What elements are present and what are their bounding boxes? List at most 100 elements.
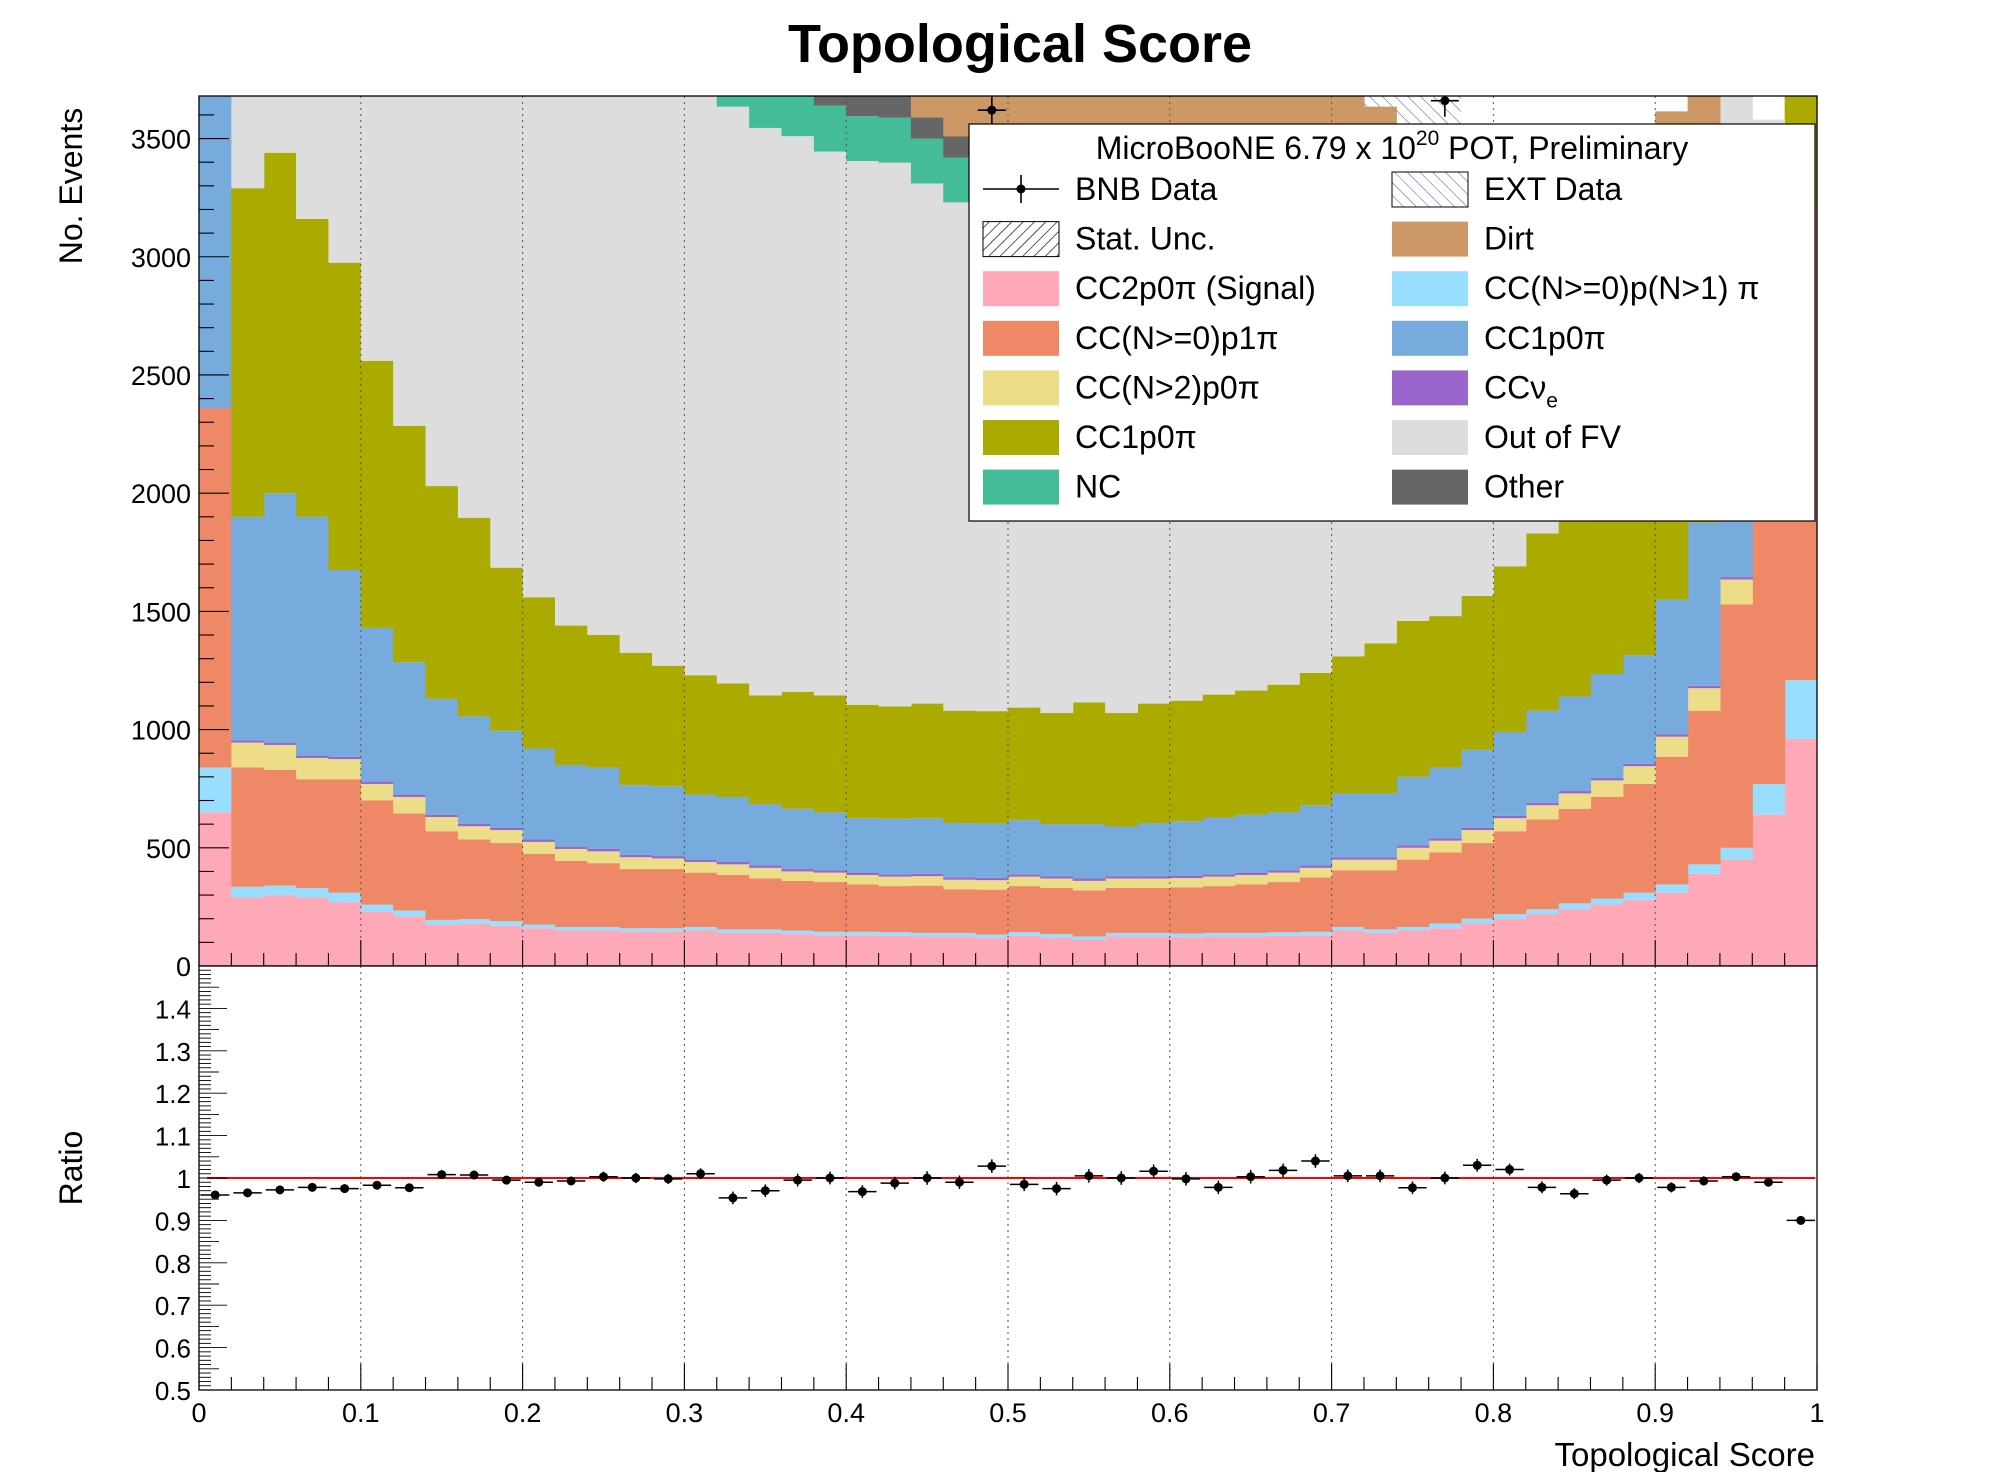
stack-bar bbox=[296, 516, 330, 756]
stack-bar bbox=[749, 127, 783, 696]
stack-bar bbox=[1558, 521, 1592, 697]
legend-entry: CC(N>2)p0π bbox=[983, 369, 1260, 406]
stack-bar bbox=[1008, 876, 1041, 887]
legend-header-sup: 20 bbox=[1416, 127, 1439, 150]
stack-bar bbox=[846, 704, 880, 819]
stack-bar bbox=[1266, 684, 1300, 813]
stack-bar bbox=[1525, 909, 1559, 914]
x-tick-label: 0.7 bbox=[1313, 1398, 1351, 1428]
legend-label: Other bbox=[1484, 469, 1564, 505]
stack-bar bbox=[425, 96, 459, 487]
legend-label: EXT Data bbox=[1484, 171, 1622, 207]
ratio-point bbox=[1560, 1188, 1589, 1200]
stack-bar bbox=[554, 860, 588, 927]
ratio-point bbox=[233, 1188, 262, 1198]
stack-bar bbox=[749, 878, 783, 930]
stack-bar bbox=[231, 886, 265, 898]
legend-label-text: Dirt bbox=[1484, 221, 1534, 257]
stack-bar bbox=[587, 0, 620, 44]
stack-bar bbox=[878, 935, 912, 966]
stack-bar bbox=[1137, 876, 1171, 879]
stack-bar bbox=[1687, 710, 1721, 865]
stack-bar bbox=[975, 938, 1009, 966]
stack-bar bbox=[1331, 859, 1365, 871]
stack-bar bbox=[878, 96, 912, 118]
stack-bar bbox=[1687, 688, 1721, 711]
stack-bar bbox=[749, 932, 783, 966]
stack-bar bbox=[1266, 882, 1300, 933]
ratio-point bbox=[977, 1159, 1006, 1173]
stack-bar bbox=[1396, 620, 1430, 777]
stack-bar bbox=[231, 516, 265, 741]
stack-bar bbox=[781, 691, 815, 809]
stack-bar bbox=[975, 934, 1009, 939]
x-tick-label: 0.2 bbox=[504, 1398, 542, 1428]
stack-bar bbox=[910, 96, 944, 118]
legend-entry: EXT Data bbox=[1391, 171, 1622, 208]
stack-bar bbox=[1622, 899, 1656, 966]
ext-hatch-bin bbox=[1363, 96, 1397, 107]
ratio-point bbox=[1010, 1177, 1039, 1192]
stack-bar bbox=[296, 757, 330, 780]
main-y-axis-label: No. Events bbox=[53, 108, 89, 265]
stack-bar bbox=[716, 96, 750, 107]
stack-bar bbox=[619, 928, 653, 932]
stack-bar bbox=[684, 926, 718, 931]
stack-bar bbox=[263, 885, 297, 896]
ratio-point bbox=[686, 1168, 715, 1180]
stack-bar bbox=[781, 96, 815, 137]
stack-bar bbox=[263, 742, 297, 745]
ratio-point bbox=[783, 1173, 812, 1187]
stack-bar bbox=[1331, 857, 1365, 860]
stack-bar bbox=[457, 923, 491, 966]
stack-bar bbox=[1266, 932, 1300, 936]
stack-bar bbox=[1590, 904, 1624, 966]
stack-bar bbox=[975, 877, 1009, 881]
stack-bar bbox=[1040, 713, 1074, 825]
stack-bar bbox=[1040, 887, 1074, 935]
stack-bar bbox=[1105, 876, 1139, 879]
stack-bar bbox=[554, 846, 588, 849]
stack-bar bbox=[360, 783, 394, 801]
stack-bar bbox=[1202, 817, 1236, 875]
legend-label-text: NC bbox=[1075, 469, 1121, 505]
stack-bar bbox=[749, 59, 782, 80]
ratio-point bbox=[492, 1175, 521, 1185]
stack-bar bbox=[1234, 936, 1268, 966]
ratio-point bbox=[330, 1184, 359, 1194]
stack-bar bbox=[1590, 796, 1624, 899]
stack-bar bbox=[1234, 932, 1268, 937]
stack-bar bbox=[328, 779, 362, 893]
stack-bar bbox=[1299, 865, 1333, 868]
legend-entry: CCνe bbox=[1392, 369, 1558, 412]
legend-label-text: Other bbox=[1484, 469, 1564, 505]
stack-bar bbox=[1655, 756, 1689, 885]
legend-swatch bbox=[983, 420, 1059, 455]
stack-bar bbox=[587, 848, 621, 852]
stack-bar bbox=[619, 857, 653, 870]
legend-entry: CC1p0π bbox=[1392, 320, 1606, 356]
stack-bar bbox=[652, 869, 685, 929]
stack-bar bbox=[1622, 766, 1656, 784]
stack-bar bbox=[1072, 939, 1106, 966]
legend-label: BNB Data bbox=[1075, 171, 1217, 207]
stack-bar bbox=[490, 830, 524, 844]
stack-bar bbox=[1655, 599, 1689, 735]
stack-bar bbox=[1234, 814, 1268, 873]
ratio-point bbox=[1139, 1164, 1168, 1178]
stack-bar bbox=[620, 0, 653, 1]
legend-entry: Dirt bbox=[1392, 221, 1534, 257]
ratio-point bbox=[1204, 1180, 1233, 1195]
ratio-point bbox=[298, 1182, 327, 1192]
stack-bar bbox=[1461, 830, 1494, 844]
stack-bar bbox=[1331, 793, 1365, 858]
stack-bar bbox=[393, 813, 427, 911]
stack-bar bbox=[652, 25, 685, 75]
stack-bar bbox=[490, 921, 524, 926]
ratio-point bbox=[848, 1185, 877, 1198]
stack-bar bbox=[360, 781, 394, 784]
legend-marker-dot bbox=[1016, 184, 1026, 194]
stack-bar bbox=[619, 869, 653, 929]
ratio-point bbox=[427, 1170, 456, 1180]
stack-bar bbox=[1008, 707, 1041, 820]
